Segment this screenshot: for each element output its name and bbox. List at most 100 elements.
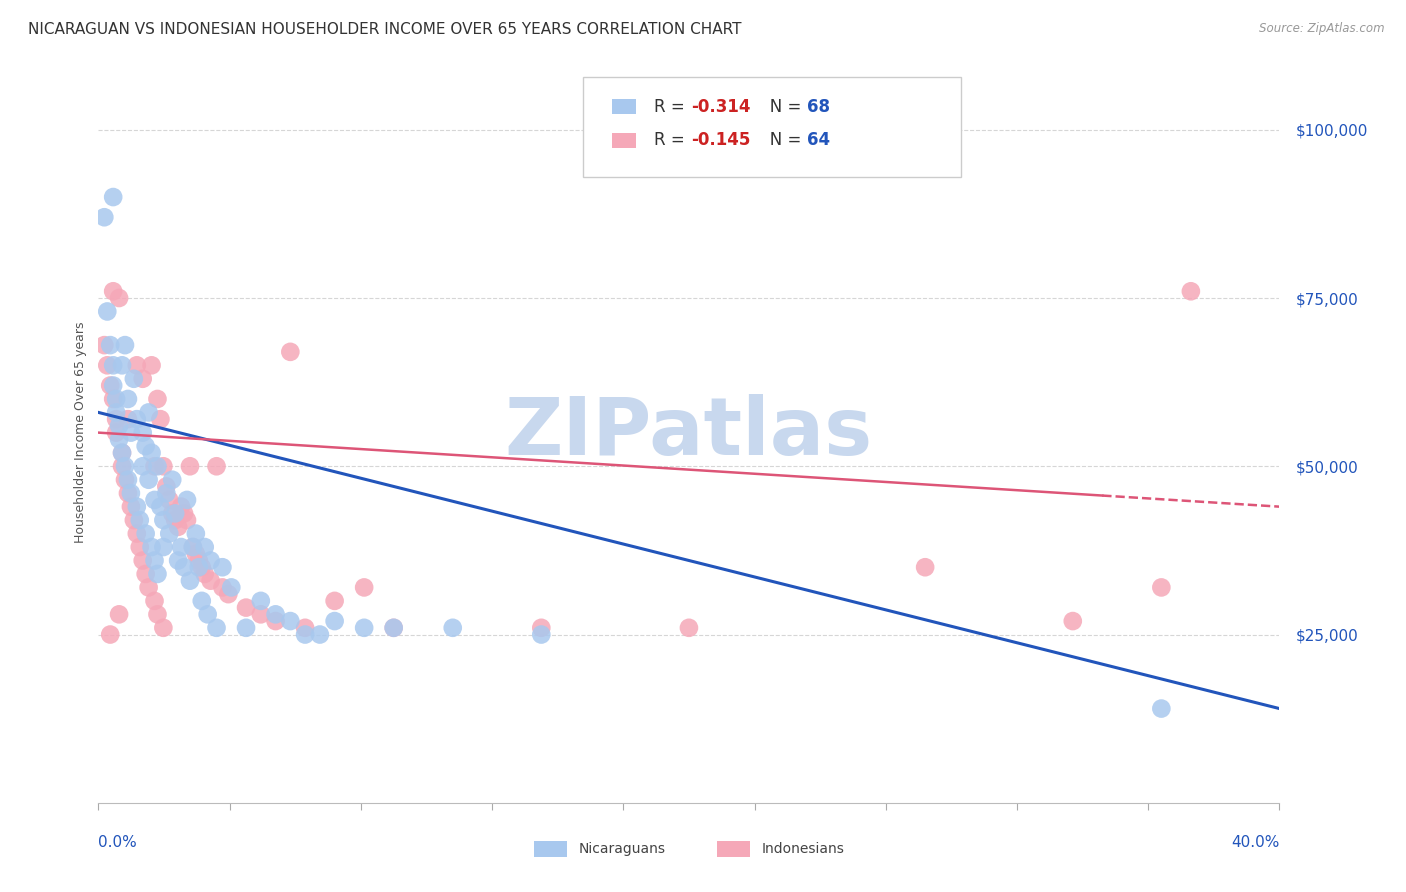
Point: [184, 526, 207, 541]
Point: [143, 553, 166, 567]
Point: [264, 607, 287, 622]
Point: [167, 520, 190, 534]
Point: [146, 566, 169, 581]
Point: [167, 553, 190, 567]
Point: [187, 560, 209, 574]
Point: [200, 553, 222, 567]
Point: [152, 621, 174, 635]
Text: 64: 64: [807, 131, 830, 149]
Point: [125, 412, 148, 426]
Point: [165, 507, 187, 521]
Point: [1150, 581, 1173, 595]
Point: [211, 581, 233, 595]
Text: Source: ZipAtlas.com: Source: ZipAtlas.com: [1260, 22, 1385, 36]
Point: [323, 614, 346, 628]
Point: [1180, 285, 1202, 299]
Point: [294, 621, 316, 635]
Point: [382, 621, 405, 635]
Text: 68: 68: [807, 98, 830, 116]
Point: [197, 607, 219, 622]
Point: [323, 594, 346, 608]
Point: [309, 627, 332, 641]
Point: [200, 574, 222, 588]
Text: R =: R =: [654, 131, 689, 149]
Point: [108, 433, 131, 447]
Text: Nicaraguans: Nicaraguans: [578, 842, 665, 856]
Point: [114, 338, 136, 352]
Point: [128, 513, 150, 527]
Point: [105, 425, 128, 440]
Point: [278, 344, 302, 359]
Point: [108, 607, 131, 622]
Point: [382, 621, 405, 635]
FancyBboxPatch shape: [612, 133, 636, 147]
Point: [170, 500, 193, 514]
Text: R =: R =: [654, 98, 689, 116]
Text: N =: N =: [754, 98, 807, 116]
Point: [96, 359, 118, 373]
Point: [103, 190, 125, 204]
Point: [117, 412, 139, 426]
Point: [264, 614, 287, 628]
Point: [176, 492, 198, 507]
Point: [103, 392, 125, 406]
Point: [353, 581, 375, 595]
Point: [103, 378, 125, 392]
Point: [157, 492, 180, 507]
Point: [114, 473, 136, 487]
Point: [125, 500, 148, 514]
Point: [146, 459, 169, 474]
Point: [108, 418, 131, 433]
Point: [181, 540, 204, 554]
Point: [530, 627, 553, 641]
Point: [141, 540, 163, 554]
Point: [155, 486, 177, 500]
Point: [93, 211, 115, 225]
Point: [217, 587, 239, 601]
Point: [170, 540, 193, 554]
Point: [117, 392, 139, 406]
Point: [135, 526, 157, 541]
Point: [181, 540, 204, 554]
Point: [162, 507, 183, 521]
Text: -0.314: -0.314: [692, 98, 751, 116]
Point: [132, 425, 155, 440]
Point: [173, 560, 195, 574]
Point: [191, 594, 214, 608]
Point: [235, 621, 257, 635]
Point: [111, 446, 134, 460]
Text: ZIPatlas: ZIPatlas: [505, 393, 873, 472]
Point: [194, 540, 217, 554]
Point: [111, 446, 134, 460]
Point: [143, 459, 166, 474]
Text: 40.0%: 40.0%: [1232, 836, 1279, 850]
Point: [278, 614, 302, 628]
Point: [138, 405, 160, 419]
Point: [111, 459, 134, 474]
Point: [211, 560, 233, 574]
Point: [176, 513, 198, 527]
Point: [914, 560, 936, 574]
Point: [143, 594, 166, 608]
Point: [146, 607, 169, 622]
Point: [132, 372, 155, 386]
Point: [1062, 614, 1084, 628]
Point: [1150, 701, 1173, 715]
Point: [105, 392, 128, 406]
Point: [141, 359, 163, 373]
Point: [179, 459, 201, 474]
Point: [143, 492, 166, 507]
Point: [117, 486, 139, 500]
Point: [149, 412, 172, 426]
Point: [96, 304, 118, 318]
Point: [678, 621, 700, 635]
Point: [135, 439, 157, 453]
Point: [165, 513, 187, 527]
Text: Indonesians: Indonesians: [761, 842, 844, 856]
Point: [294, 627, 316, 641]
Point: [125, 359, 148, 373]
Point: [152, 459, 174, 474]
Text: N =: N =: [754, 131, 807, 149]
Point: [117, 473, 139, 487]
Point: [149, 500, 172, 514]
